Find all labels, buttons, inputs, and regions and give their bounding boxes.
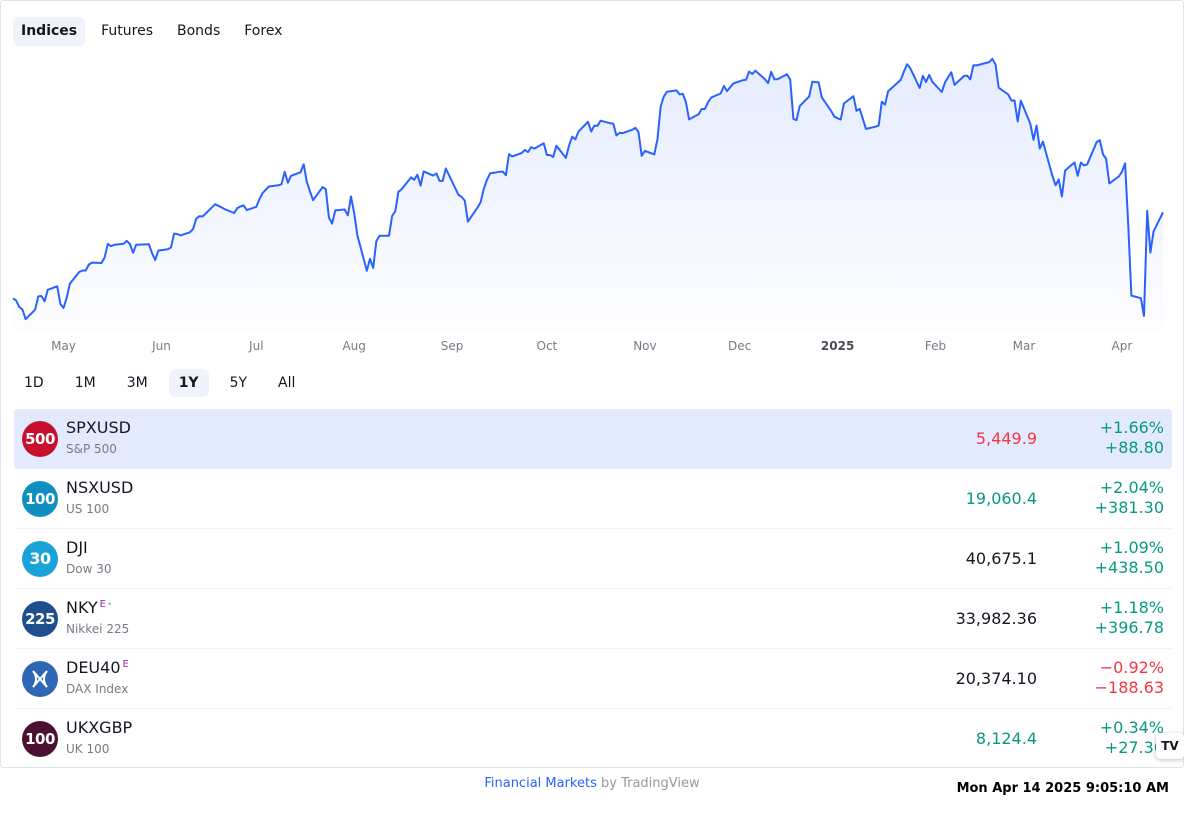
change-percent: +1.66% bbox=[1099, 418, 1164, 437]
change-percent: +1.18% bbox=[1099, 598, 1164, 617]
tradingview-logo-icon[interactable]: TV bbox=[1156, 733, 1184, 759]
symbol-row-deu40[interactable]: DEU40 E DAX Index 20,374.10 −0.92% −188.6… bbox=[14, 649, 1172, 709]
footer-attribution: Financial Markets by TradingView bbox=[0, 776, 1184, 791]
last-price: 40,675.1 bbox=[965, 549, 1037, 568]
us100-logo: 100 bbox=[22, 481, 58, 517]
symbol-ticker: NKY bbox=[66, 598, 98, 617]
symbol-ticker-group: NKY E• bbox=[66, 598, 112, 617]
uk100-logo: 100 bbox=[22, 721, 58, 757]
tab-forex[interactable]: Forex bbox=[244, 23, 283, 39]
x-tick-label: Mar bbox=[1013, 339, 1036, 353]
category-tabs: Indices Futures Bonds Forex bbox=[13, 17, 298, 46]
price-line bbox=[12, 57, 1164, 321]
symbol-description: US 100 bbox=[66, 502, 110, 516]
x-axis-ticks: May Jun Jul Aug Sep Oct Nov Dec 2025 Feb Mar Apr bbox=[51, 339, 1132, 353]
symbol-row-spxusd[interactable]: 500 SPXUSD S&P 500 5,449.9 +1.66% +88.80 bbox=[14, 409, 1172, 469]
range-1d-button[interactable]: 1D bbox=[24, 375, 44, 391]
symbol-description: Nikkei 225 bbox=[66, 622, 130, 636]
price-change: +1.09% +438.50 bbox=[1095, 538, 1164, 578]
last-price: 19,060.4 bbox=[965, 489, 1037, 508]
range-all-button[interactable]: All bbox=[278, 375, 296, 391]
range-3m-button[interactable]: 3M bbox=[126, 375, 148, 391]
range-1y-button[interactable]: 1Y bbox=[168, 369, 209, 397]
range-1m-button[interactable]: 1M bbox=[74, 375, 96, 391]
change-absolute: +396.78 bbox=[1094, 618, 1164, 637]
attribution-suffix: by TradingView bbox=[596, 776, 700, 791]
x-tick-label: Aug bbox=[342, 339, 365, 353]
x-tick-label: Dec bbox=[728, 339, 751, 353]
symbol-ticker: DEU40 bbox=[66, 658, 121, 677]
symbol-ticker: SPXUSD bbox=[66, 418, 131, 437]
symbol-row-nky[interactable]: 225 NKY E• Nikkei 225 33,982.36 +1.18% +3… bbox=[14, 589, 1172, 649]
symbol-description: UK 100 bbox=[66, 742, 110, 756]
timestamp: Mon Apr 14 2025 9:05:10 AM bbox=[956, 781, 1169, 796]
symbol-description: Dow 30 bbox=[66, 562, 112, 576]
x-tick-label: Sep bbox=[441, 339, 464, 353]
tab-futures[interactable]: Futures bbox=[101, 23, 154, 39]
x-tick-label: Feb bbox=[925, 339, 946, 353]
symbol-ticker: UKXGBP bbox=[66, 718, 133, 737]
last-price: 8,124.4 bbox=[975, 729, 1037, 748]
exchange-e-marker: E bbox=[99, 598, 106, 610]
x-logo-icon bbox=[32, 670, 48, 688]
symbol-ticker: DJI bbox=[66, 538, 88, 557]
x-tick-label: Oct bbox=[537, 339, 558, 353]
change-absolute: +438.50 bbox=[1094, 558, 1164, 577]
price-chart[interactable]: May Jun Jul Aug Sep Oct Nov Dec 2025 Feb Mar Apr bbox=[12, 53, 1164, 358]
last-price: 33,982.36 bbox=[955, 609, 1037, 628]
price-change: +2.04% +381.30 bbox=[1095, 478, 1164, 518]
x-tick-label: Apr bbox=[1112, 339, 1133, 353]
change-absolute: −188.63 bbox=[1094, 678, 1164, 697]
change-absolute: +88.80 bbox=[1104, 438, 1164, 457]
time-range-selector: 1D 1M 3M 1Y 5Y All bbox=[14, 369, 316, 397]
price-area-fill bbox=[13, 58, 1163, 334]
price-change: +1.18% +396.78 bbox=[1095, 598, 1164, 638]
price-change: −0.92% −188.63 bbox=[1095, 658, 1164, 698]
change-percent: +1.09% bbox=[1099, 538, 1164, 557]
symbol-row-dji[interactable]: 30 DJI Dow 30 40,675.1 +1.09% +438.50 bbox=[14, 529, 1172, 589]
dax-logo bbox=[22, 661, 58, 697]
change-percent: +2.04% bbox=[1099, 478, 1164, 497]
change-absolute: +27.30 bbox=[1104, 738, 1164, 757]
range-5y-button[interactable]: 5Y bbox=[229, 375, 248, 391]
change-absolute: +381.30 bbox=[1094, 498, 1164, 517]
symbol-row-ukxgbp[interactable]: 100 UKXGBP UK 100 8,124.4 +0.34% +27.30 bbox=[14, 709, 1172, 769]
symbol-list: 500 SPXUSD S&P 500 5,449.9 +1.66% +88.80… bbox=[14, 409, 1172, 769]
x-tick-label: Jul bbox=[248, 339, 263, 353]
x-tick-label: Jun bbox=[151, 339, 171, 353]
price-change: +1.66% +88.80 bbox=[1100, 418, 1164, 458]
change-percent: −0.92% bbox=[1099, 658, 1164, 677]
market-status-dot: • bbox=[107, 599, 113, 610]
exchange-e-marker: E bbox=[122, 658, 129, 670]
last-price: 20,374.10 bbox=[955, 669, 1037, 688]
x-tick-label: May bbox=[51, 339, 76, 353]
tab-bonds[interactable]: Bonds bbox=[177, 23, 221, 39]
x-tick-label: Nov bbox=[633, 339, 656, 353]
symbol-row-nsxusd[interactable]: 100 NSXUSD US 100 19,060.4 +2.04% +381.3… bbox=[14, 469, 1172, 529]
nikkei225-logo: 225 bbox=[22, 601, 58, 637]
financial-markets-link[interactable]: Financial Markets bbox=[484, 776, 597, 791]
tab-indices[interactable]: Indices bbox=[13, 17, 86, 46]
change-percent: +0.34% bbox=[1099, 718, 1164, 737]
market-overview-widget: Indices Futures Bonds Forex May Jun Jul Aug… bbox=[0, 0, 1184, 768]
price-change: +0.34% +27.30 bbox=[1100, 718, 1164, 758]
symbol-description: DAX Index bbox=[66, 682, 129, 696]
symbol-description: S&P 500 bbox=[66, 442, 117, 456]
x-tick-label: 2025 bbox=[821, 339, 854, 353]
sp500-logo: 500 bbox=[22, 421, 58, 457]
last-price: 5,449.9 bbox=[975, 429, 1037, 448]
symbol-ticker-group: DEU40 E bbox=[66, 658, 129, 677]
symbol-ticker: NSXUSD bbox=[66, 478, 134, 497]
dow30-logo: 30 bbox=[22, 541, 58, 577]
